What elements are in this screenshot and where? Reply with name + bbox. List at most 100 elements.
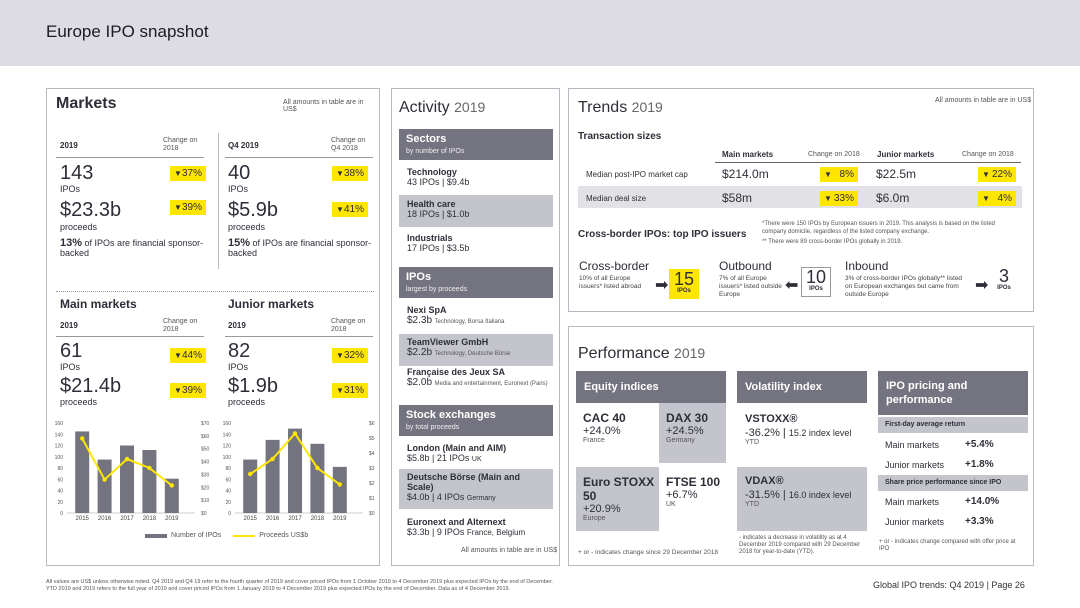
dax-30: DAX 30 +24.5% Germany [666, 411, 709, 444]
inbound-title: Inbound [845, 259, 889, 273]
y-right-tick: $50 [201, 447, 210, 453]
crossborder-text: 10% of all Europe issuers* listed abroad [579, 275, 642, 290]
footer-line-2: YTD 2019 and 2019 refers to the full yea… [46, 586, 511, 592]
y-left-tick: 80 [225, 466, 231, 472]
outbound-count-box: 10 IPOs [801, 267, 831, 297]
spp-title: Share price performance since IPO [885, 479, 1002, 486]
r1-junior-change: 22% [978, 167, 1016, 182]
page-number: Global IPO trends: Q4 2019 | Page 26 [873, 580, 1025, 590]
x-tick-2018: 2018 [143, 516, 157, 522]
y-right-tick: $4 [369, 451, 375, 457]
inbound-text: 3% of cross-border IPOs globally** liste… [845, 275, 963, 298]
y-right-tick: $6 [369, 421, 375, 427]
exchanges-header: Stock exchanges by total proceeds [399, 405, 553, 436]
ipos-q4-label: IPOs [228, 184, 249, 194]
proceeds-2019: $23.3b [60, 199, 122, 221]
exchanges-sub: by total proceeds [406, 424, 460, 431]
y-right-tick: $10 [201, 498, 210, 504]
main-change-label: Change on 2018 [163, 318, 198, 333]
cross-title: Cross-border IPOs: top IPO issuers [578, 229, 747, 240]
ipo-note: + or - indicates change compared with of… [879, 539, 1016, 552]
fda-title: First-day average return [885, 421, 966, 428]
y-left-tick: 140 [223, 432, 232, 438]
sectors-title: Sectors [406, 133, 447, 145]
spp-jr-label: Junior markets [885, 517, 945, 527]
x-tick-2016: 2016 [266, 516, 280, 522]
footer-notes: All values are US$ unless otherwise note… [46, 579, 846, 593]
bar-2019 [164, 478, 179, 513]
ipo-nexi: Nexi SpA $2.3b Technology, Borsa Italian… [407, 305, 505, 326]
jr-proceeds: $1.9b [228, 375, 279, 397]
x-tick-2015: 2015 [76, 516, 90, 522]
legend-bar-swatch [145, 533, 167, 538]
r1-junior: $22.5m [876, 167, 917, 181]
main-year: 2019 [60, 321, 78, 330]
markets-title: Markets [56, 95, 117, 112]
ipos-title: IPOs [406, 271, 432, 283]
vstoxx: VSTOXX® -36.2% | 15.2 index level YTD [745, 413, 852, 446]
proceeds-label: proceeds [60, 222, 98, 232]
inbound-count-box: 3 IPOs [989, 267, 1019, 297]
y-left-tick: 160 [223, 421, 232, 427]
ipos-q4-change: 38% [332, 166, 368, 181]
outbound-title: Outbound [719, 259, 772, 273]
r2-main-change: 33% [820, 191, 858, 206]
sector-health: Health care 18 IPOs | $1.0b [407, 199, 470, 219]
proceeds-2019-change: 39% [170, 200, 206, 215]
proceeds-point-2015 [80, 436, 85, 441]
markets-panel: Markets All amounts in table are in US$ … [46, 88, 380, 566]
y-right-tick: $2 [369, 481, 375, 487]
equity-header: Equity indices [576, 371, 726, 403]
outbound-ipos: IPOs [809, 286, 823, 292]
ipos-2019-change: 37% [170, 166, 206, 181]
tx-change-header2: Change on 2018 [962, 151, 1014, 158]
inbound-ipos: IPOs [997, 285, 1011, 291]
tx-junior-header: Junior markets [877, 150, 935, 159]
euro-stoxx: Euro STOXX 50 +20.9% Europe [583, 475, 655, 522]
y-right-tick: $3 [369, 466, 375, 472]
fin-2019-pct: 13% [60, 237, 83, 249]
bar-2016 [97, 459, 112, 513]
y-left-tick: 0 [228, 511, 231, 517]
main-ipos: 61 [60, 340, 83, 362]
ipo-teamviewer: TeamViewer GmbH $2.2b Technology, Deutsc… [407, 337, 511, 358]
y-left-tick: 140 [55, 432, 64, 438]
r2-label: Median deal size [586, 194, 647, 203]
bar-2019 [332, 466, 347, 513]
y-right-tick: $20 [201, 485, 210, 491]
y-left-tick: 100 [55, 455, 64, 461]
y-left-tick: 100 [223, 455, 232, 461]
bar-2017 [288, 428, 302, 513]
sectors-header: Sectors by number of IPOs [399, 129, 553, 160]
main-proceeds: $21.4b [60, 375, 122, 397]
x-tick-2018: 2018 [311, 516, 325, 522]
fin-q4-pct: 15% [228, 237, 251, 249]
ipos-q4: 40 [228, 162, 251, 184]
y-right-tick: $40 [201, 460, 210, 466]
cac-40: CAC 40 +24.0% France [583, 411, 626, 444]
y-right-tick: $70 [201, 421, 210, 427]
activity-note: All amounts in table are in US$ [461, 547, 558, 554]
volatility-note: - indicates a decrease in volatility as … [739, 535, 861, 555]
equity-title: Equity indices [584, 381, 659, 393]
change-on-2018: Change on 2018 [163, 137, 198, 152]
trends-panel: Trends 2019 All amounts in table are in … [568, 88, 1034, 312]
main-proceeds-label: proceeds [60, 397, 98, 407]
ipo-pricing-title: IPO pricing and performance [886, 380, 968, 406]
r2-main: $58m [722, 191, 753, 205]
fin-2019-text: of IPOs are financial sponsor-backed [60, 238, 204, 258]
y-left-tick: 0 [60, 511, 63, 517]
y-right-tick: $0 [369, 511, 375, 517]
page-title: Europe IPO snapshot [46, 22, 209, 41]
sector-industrials: Industrials 17 IPOs | $3.5b [407, 233, 470, 253]
main-markets-title: Main markets [60, 297, 137, 311]
r2-junior-change: 4% [978, 191, 1016, 206]
sector-tech: Technology 43 IPOs | $9.4b [407, 167, 470, 187]
x-tick-2017: 2017 [288, 516, 302, 522]
header-band: Europe IPO snapshot [0, 0, 1080, 66]
inbound-arrow-icon: ➡ [975, 277, 989, 294]
outbound-num: 10 [805, 267, 827, 287]
proceeds-q4-label: proceeds [228, 222, 266, 232]
fda-main: +5.4% [965, 439, 994, 450]
junior-year: 2019 [228, 321, 246, 330]
